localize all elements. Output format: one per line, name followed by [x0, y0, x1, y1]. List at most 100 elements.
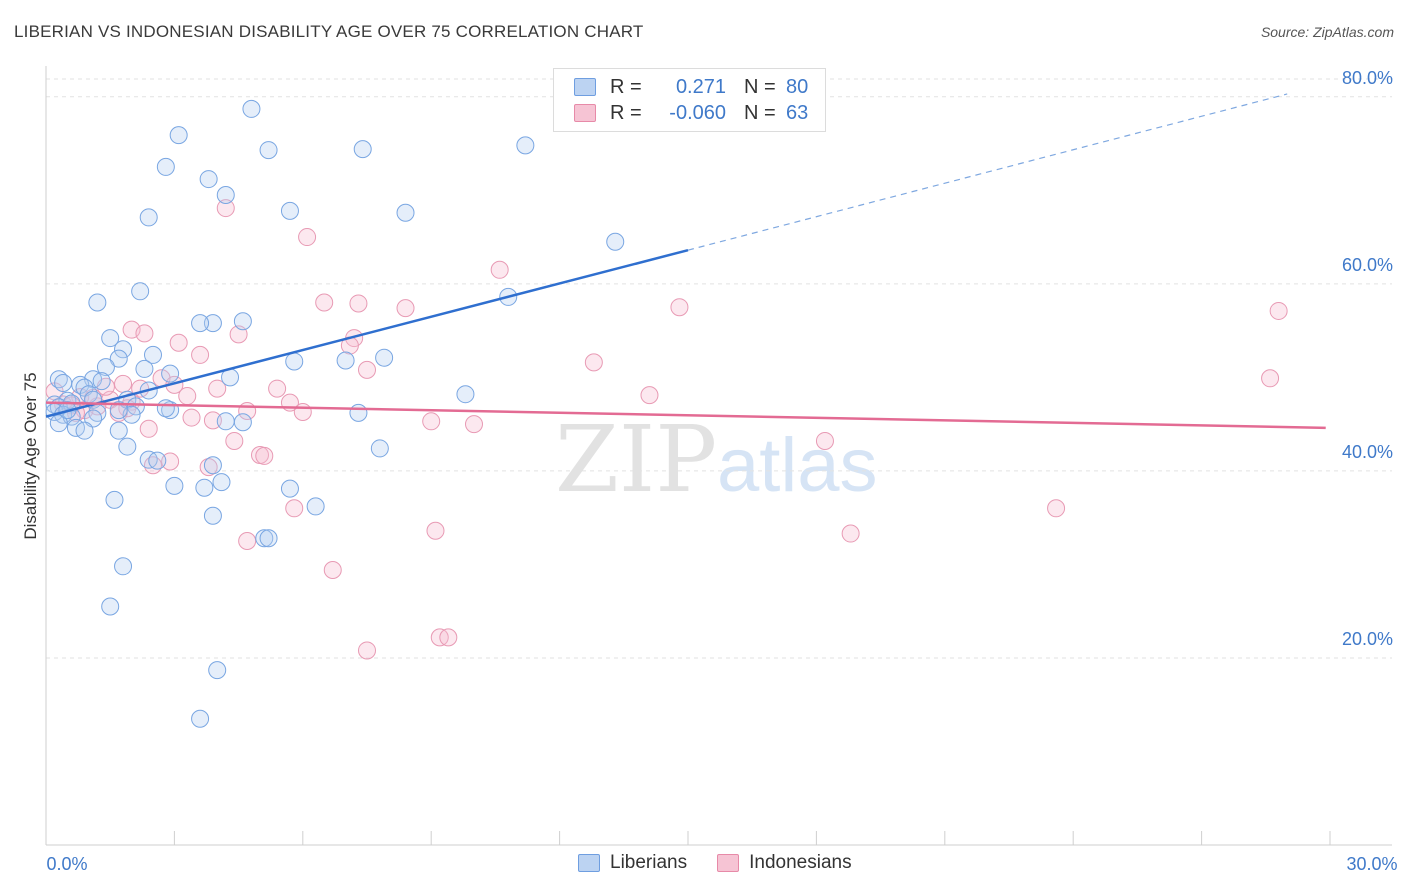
- liberians-point: [456, 385, 475, 404]
- liberians-point: [135, 359, 154, 378]
- liberians-point: [199, 170, 218, 189]
- indonesians-point: [396, 299, 415, 318]
- liberians-swatch: [574, 78, 596, 96]
- r-label: R =: [610, 101, 642, 124]
- indonesians-point: [161, 452, 180, 471]
- liberians-point: [349, 403, 368, 422]
- liberians-point: [203, 456, 222, 475]
- y-tick-label: 80.0%: [1342, 68, 1393, 88]
- axes: [45, 66, 1392, 846]
- liberians-point: [516, 136, 535, 155]
- liberians-point: [148, 451, 167, 470]
- liberians-point: [114, 340, 133, 359]
- indonesians-point: [465, 415, 483, 434]
- liberians-point: [606, 232, 625, 251]
- liberians-point: [165, 476, 184, 495]
- indonesians-point: [490, 260, 509, 279]
- liberians-point: [49, 414, 68, 433]
- indonesians-point: [426, 521, 445, 540]
- liberians-legend-swatch: [578, 854, 600, 872]
- liberians-point: [375, 348, 394, 367]
- liberians-point: [75, 421, 94, 440]
- liberians-point: [109, 421, 128, 440]
- liberians-point: [126, 397, 145, 416]
- indonesians-point: [1261, 369, 1280, 388]
- n-label: N =: [744, 101, 776, 124]
- watermark-zip: ZIP: [555, 406, 717, 513]
- n-label: N =: [744, 75, 776, 98]
- indonesians-legend-swatch: [717, 854, 740, 872]
- liberians-point: [233, 413, 252, 432]
- liberians-point: [242, 99, 261, 118]
- y-tick-labels: 20.0% 40.0% 60.0% 80.0%: [1342, 68, 1393, 649]
- indonesians-point: [1047, 499, 1066, 518]
- liberians-point: [109, 401, 128, 420]
- liberians-point: [118, 437, 137, 456]
- indonesians-point: [422, 412, 441, 431]
- indonesians-point: [1269, 301, 1288, 320]
- indonesians-trendline: [45, 401, 1326, 430]
- liberians-trendline-extension: [687, 93, 1288, 251]
- liberians-point: [161, 364, 180, 383]
- trendlines: [45, 93, 1326, 430]
- liberians-point: [336, 351, 355, 370]
- indonesians-point: [315, 293, 334, 312]
- indonesians-point: [216, 199, 235, 218]
- liberians-point: [353, 140, 372, 159]
- liberians-point: [139, 208, 158, 227]
- legend-row-indonesians: R = -0.060 N = 63: [574, 101, 808, 125]
- r-label: R =: [610, 75, 642, 98]
- liberians-point: [101, 329, 120, 348]
- source-label: Source: ZipAtlas.com: [1260, 24, 1394, 40]
- liberians-point: [92, 372, 111, 391]
- indonesians-point: [225, 431, 244, 450]
- liberians-point: [88, 293, 107, 312]
- liberians-point: [84, 409, 103, 428]
- indonesians-point: [285, 499, 304, 518]
- liberians-legend-label: Liberians: [610, 852, 688, 873]
- liberians-point: [191, 709, 210, 728]
- x-tick-label-left: 0.0%: [46, 854, 87, 874]
- indonesians-point: [203, 411, 222, 430]
- liberians-point: [203, 314, 222, 333]
- liberians-point: [259, 141, 278, 160]
- liberians-point: [212, 473, 231, 492]
- indonesians-points: [45, 199, 1288, 660]
- indonesians-point: [191, 345, 210, 364]
- stats-legend: R = 0.271 N = 80 R = -0.060 N = 63: [553, 68, 826, 132]
- legend-item-liberians[interactable]: Liberians: [578, 852, 687, 874]
- liberians-point: [203, 506, 222, 525]
- liberians-trendline: [45, 248, 689, 418]
- series-legend: Liberians Indonesians: [578, 852, 882, 874]
- liberians-point: [169, 126, 188, 145]
- y-tick-label: 60.0%: [1342, 255, 1393, 275]
- liberians-point: [109, 349, 128, 368]
- indonesians-point: [358, 641, 376, 660]
- indonesians-point: [255, 446, 274, 465]
- liberians-point: [131, 282, 150, 301]
- liberians-point: [208, 661, 227, 680]
- liberians-point: [144, 345, 162, 364]
- liberians-point: [280, 201, 299, 220]
- indonesians-point: [349, 294, 368, 313]
- liberians-point: [156, 157, 175, 176]
- indonesians-point: [238, 532, 257, 551]
- indonesians-point: [584, 353, 603, 372]
- indonesians-point: [670, 298, 689, 317]
- y-tick-label: 40.0%: [1342, 442, 1393, 462]
- indonesians-point: [293, 402, 312, 421]
- indonesians-point: [208, 379, 227, 398]
- liberians-point: [96, 358, 115, 377]
- liberians-point: [216, 185, 235, 204]
- indonesians-point: [439, 628, 458, 647]
- indonesians-swatch: [574, 104, 596, 122]
- indonesians-point: [815, 431, 834, 450]
- liberians-point: [306, 497, 325, 516]
- liberians-point: [370, 439, 389, 458]
- legend-item-indonesians[interactable]: Indonesians: [717, 852, 852, 874]
- liberians-points: [45, 99, 625, 728]
- liberians-point: [285, 352, 304, 371]
- indonesians-point: [169, 333, 188, 352]
- indonesians-point: [135, 324, 154, 343]
- indonesians-point: [841, 524, 860, 543]
